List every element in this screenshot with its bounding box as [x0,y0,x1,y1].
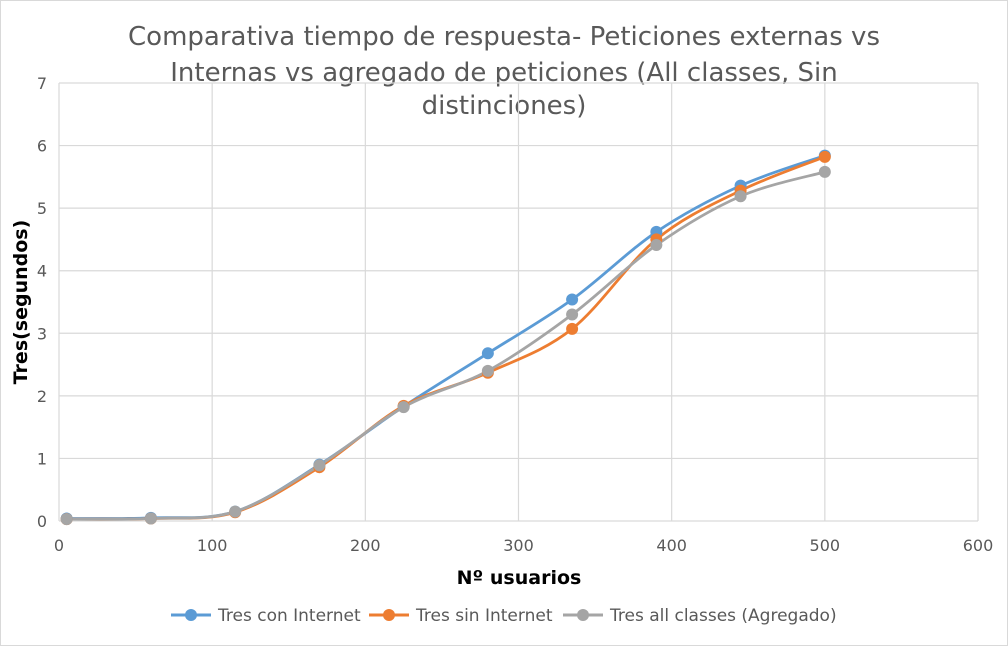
data-point-s3-8 [650,239,663,252]
y-tick-label: 7 [37,74,47,93]
data-point-s2-7 [566,322,579,335]
data-point-s3-1 [60,513,73,526]
x-tick-label: 600 [963,536,994,555]
x-tick-label: 500 [810,536,841,555]
data-markers [60,149,831,526]
data-point-s3-6 [481,364,494,377]
gridlines [58,82,979,522]
x-tick-label: 0 [54,536,64,555]
y-axis-ticks: 0 1 2 3 4 5 6 7 [37,74,47,531]
x-tick-label: 200 [350,536,381,555]
legend-label-3: Tres all classes (Agregado) [609,606,837,626]
y-tick-label: 6 [37,137,47,156]
data-point-s3-10 [818,165,831,178]
series-lines [65,154,827,521]
data-point-s2-10 [818,150,831,163]
data-point-s3-7 [566,308,579,321]
legend: Tres con Internet Tres sin Internet Tres a… [171,606,837,626]
y-tick-label: 0 [37,512,47,531]
y-tick-label: 3 [37,324,47,343]
chart-title-line-1: Comparativa tiempo de respuesta- Peticio… [128,22,880,52]
legend-marker-2 [383,609,395,621]
x-tick-label: 300 [503,536,534,555]
chart-title-line-3: distinciones) [422,91,587,121]
series-line-3 [65,170,827,521]
y-axis-title: Tres(segundos) [10,220,32,385]
data-point-s3-3 [229,505,242,518]
data-point-s1-7 [566,293,579,306]
legend-label-2: Tres sin Internet [415,606,553,626]
data-point-s3-5 [397,401,410,414]
legend-marker-3 [577,609,589,621]
y-tick-label: 4 [37,262,47,281]
chart-title: Comparativa tiempo de respuesta- Peticio… [128,22,880,121]
data-point-s3-4 [313,459,326,472]
y-tick-label: 5 [37,199,47,218]
x-tick-label: 100 [197,536,228,555]
y-tick-label: 2 [37,387,47,406]
x-axis-title: Nº usuarios [457,567,582,589]
legend-label-1: Tres con Internet [217,606,361,626]
x-axis-ticks: 0 100 200 300 400 500 600 [54,536,993,555]
x-tick-label: 400 [656,536,687,555]
data-point-s1-6 [481,347,494,360]
legend-marker-1 [185,609,197,621]
data-point-s3-2 [144,512,157,525]
data-point-s3-9 [734,190,747,203]
y-tick-label: 1 [37,449,47,468]
